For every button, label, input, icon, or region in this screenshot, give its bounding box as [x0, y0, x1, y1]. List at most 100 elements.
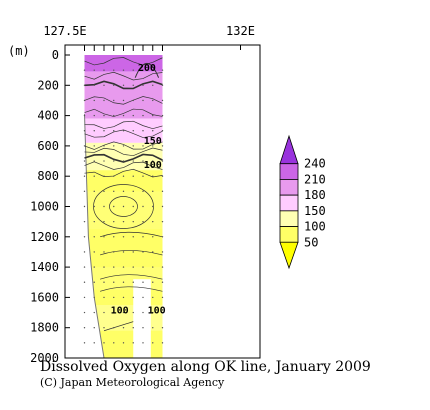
station-dot: [83, 99, 86, 102]
station-dot: [152, 114, 154, 117]
y-axis-label: (m): [8, 44, 30, 58]
station-dot: [113, 220, 115, 223]
station-dot: [142, 114, 144, 117]
station-dot: [132, 145, 134, 147]
contour-line-6: [84, 129, 163, 138]
station-dot: [83, 205, 86, 208]
y-tick-label: 800: [37, 169, 59, 183]
station-dot: [103, 130, 105, 132]
contour-line-7: [84, 141, 163, 150]
colorbar-top-arrow: [279, 134, 299, 165]
seabed-mask: [84, 114, 124, 359]
station-dot: [132, 251, 134, 253]
station-dot: [122, 114, 125, 117]
contour-bump: [134, 62, 160, 78]
station-dot: [122, 281, 125, 283]
station-dot: [122, 205, 125, 208]
station-dot: [103, 296, 105, 299]
station-dot: [103, 84, 105, 87]
station-dot: [93, 266, 95, 268]
station-dot: [103, 342, 105, 344]
colorbar-label: 150: [304, 204, 326, 218]
colorbar-segment-2: [279, 179, 299, 196]
station-dot: [113, 296, 115, 299]
station-dot: [103, 236, 105, 238]
station-dot: [152, 327, 154, 329]
station-dot: [161, 99, 164, 102]
station-dot: [103, 327, 105, 329]
station-dot: [142, 190, 144, 193]
section-layer-3: [84, 142, 163, 171]
station-dot: [93, 205, 95, 208]
station-dot: [152, 236, 154, 238]
station-dot: [152, 342, 154, 344]
station-dot: [83, 114, 86, 117]
station-dot: [122, 342, 125, 344]
contour-line-3: [84, 96, 163, 105]
station-dot: [132, 114, 134, 117]
contour-deep-3: [99, 286, 163, 292]
station-dot: [161, 114, 164, 117]
station-dot: [83, 175, 86, 177]
station-dot: [142, 99, 144, 102]
station-dot: [93, 84, 95, 87]
station-dot: [132, 205, 134, 208]
station-dot: [122, 99, 125, 102]
station-dot: [142, 145, 144, 147]
station-dot: [161, 236, 164, 238]
station-dot: [152, 99, 154, 102]
station-dot: [161, 251, 164, 253]
station-dot: [142, 342, 144, 344]
station-dot: [132, 327, 134, 329]
station-dot: [113, 175, 115, 177]
station-dot: [83, 84, 86, 87]
station-dot: [83, 342, 86, 344]
station-dot: [122, 251, 125, 253]
station-dot: [122, 220, 125, 223]
station-dot: [113, 281, 115, 283]
station-dot: [103, 190, 105, 193]
station-dot: [161, 296, 164, 299]
contour-line-11: [84, 168, 163, 178]
contour-line-8: [84, 147, 163, 157]
station-dot: [93, 311, 95, 314]
station-dot: [113, 130, 115, 132]
station-dot: [142, 175, 144, 177]
x-tick-label: 132E: [226, 24, 255, 38]
colorbar-label: 210: [304, 172, 326, 186]
station-dot: [83, 130, 86, 132]
station-dot: [161, 130, 164, 132]
station-dot: [83, 220, 86, 223]
station-dot: [161, 145, 164, 147]
station-dot: [93, 99, 95, 102]
contour-deep-1: [99, 250, 163, 256]
section-layer-1: [84, 71, 163, 119]
station-dot: [152, 281, 154, 283]
missing-data-block-0: [133, 279, 151, 358]
station-dot: [113, 342, 115, 344]
contour-line-0: [84, 57, 163, 66]
colorbar-label: 50: [304, 235, 318, 249]
station-dot: [93, 220, 95, 223]
y-tick-label: 400: [37, 109, 59, 123]
contour-oval-2: [109, 196, 138, 217]
contour-label-3: 100: [111, 306, 129, 317]
station-dot: [142, 220, 144, 223]
station-dot: [132, 130, 134, 132]
station-dot: [132, 99, 134, 102]
y-tick-label: 600: [37, 139, 59, 153]
station-dot: [83, 266, 86, 268]
station-dot: [103, 311, 105, 314]
station-dot: [93, 236, 95, 238]
station-dot: [83, 311, 86, 314]
station-dot: [122, 236, 125, 238]
station-dot: [122, 145, 125, 147]
station-dot: [122, 69, 125, 71]
station-dot: [142, 251, 144, 253]
station-dot: [122, 130, 125, 132]
station-dot: [113, 160, 115, 162]
station-dot: [93, 69, 95, 71]
station-dot: [93, 327, 95, 329]
station-dot: [113, 114, 115, 117]
